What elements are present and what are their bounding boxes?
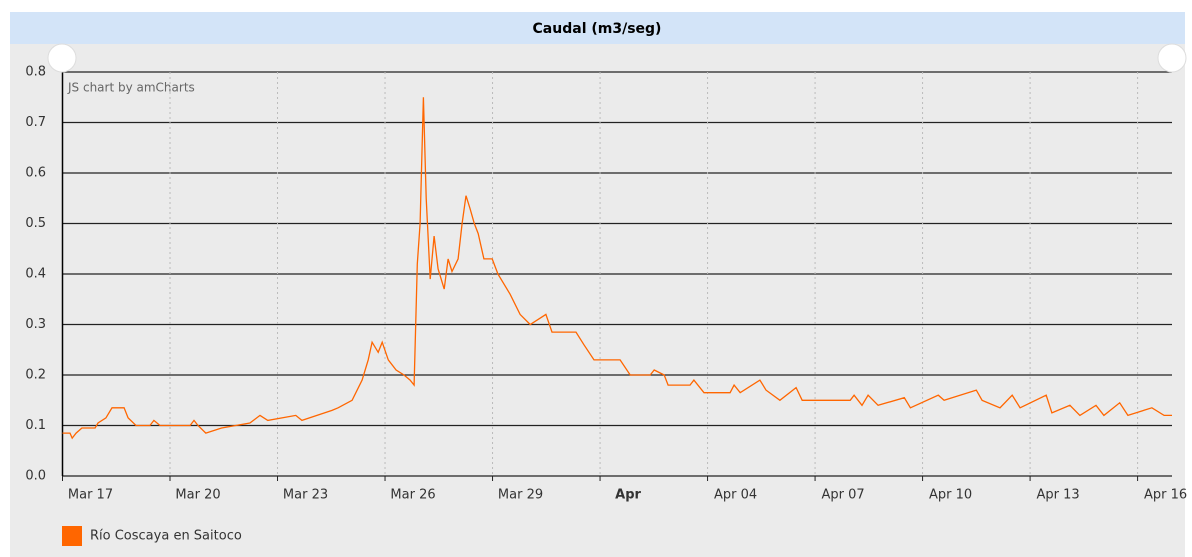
x-tick-label: Apr [615, 488, 641, 503]
title-bar [10, 12, 1185, 44]
x-tick-label: Mar 20 [175, 488, 220, 503]
y-tick-label: 0.8 [25, 65, 46, 80]
y-tick-label: 0.0 [25, 469, 46, 484]
y-tick-label: 0.2 [25, 368, 46, 383]
legend-swatch [62, 526, 82, 546]
y-tick-label: 0.7 [25, 115, 46, 130]
y-tick-label: 0.3 [25, 317, 46, 332]
x-tick-label: Apr 10 [929, 488, 972, 503]
x-tick-label: Mar 26 [390, 488, 435, 503]
y-tick-label: 0.1 [25, 418, 46, 433]
chart-background [10, 12, 1185, 557]
y-tick-label: 0.4 [25, 267, 46, 282]
series-line [62, 97, 1172, 440]
x-tick-label: Apr 13 [1037, 488, 1080, 503]
legend-label: Río Coscaya en Saitoco [90, 529, 242, 544]
chart-title: Caudal (m3/seg) [533, 21, 662, 37]
x-tick-label: Mar 23 [283, 488, 328, 503]
x-tick-label: Apr 04 [714, 488, 757, 503]
x-tick-label: Mar 17 [68, 488, 113, 503]
x-tick-label: Mar 29 [498, 488, 543, 503]
credit: JS chart by amCharts [67, 81, 195, 95]
y-tick-label: 0.5 [25, 216, 46, 231]
plot: 0.0 0.1 0.2 0.3 0.4 0.5 0.6 0.7 0.8 Mar 17 Mar 20 M… [25, 65, 1187, 546]
x-tick-label: Apr 07 [821, 488, 864, 503]
x-tick-label: Apr 16 [1144, 488, 1187, 503]
y-tick-label: 0.6 [25, 166, 46, 181]
scroll-handle[interactable] [47, 43, 77, 73]
scroll-handle[interactable] [1157, 43, 1187, 73]
